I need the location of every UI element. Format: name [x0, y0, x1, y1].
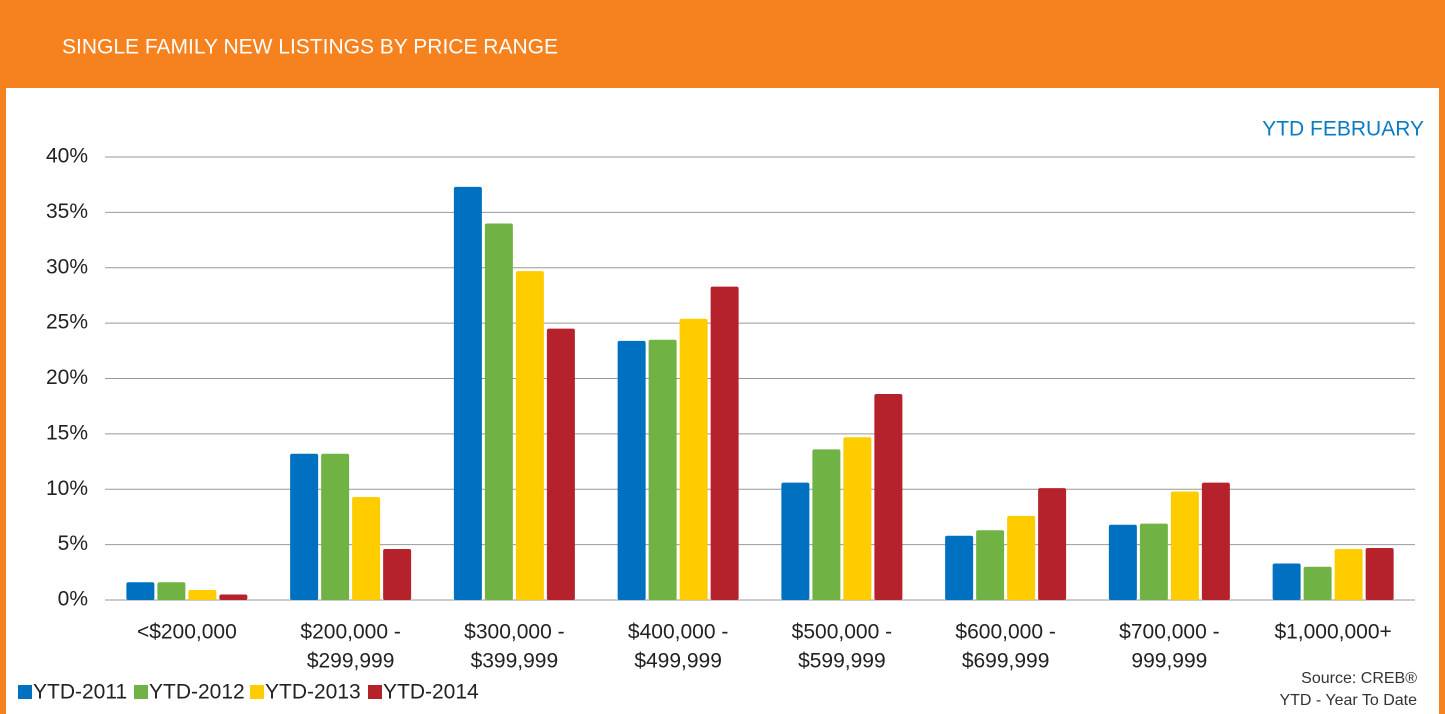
bar: [617, 340, 646, 600]
source-note: YTD - Year To Date: [1279, 692, 1417, 709]
y-tick-label: 15%: [46, 421, 88, 444]
bar: [1201, 482, 1230, 600]
bar: [290, 453, 319, 600]
bar: [679, 318, 708, 600]
x-tick-label: $300,000 -: [464, 621, 564, 644]
y-tick-label: 20%: [46, 366, 88, 389]
legend-label: YTD-2014: [383, 681, 479, 704]
bar: [1038, 488, 1067, 600]
bar: [188, 590, 217, 600]
bar: [515, 271, 544, 600]
bar: [710, 286, 739, 600]
bar: [157, 582, 186, 600]
legend-swatch: [18, 685, 32, 699]
bar: [321, 453, 350, 600]
bar: [1365, 547, 1394, 600]
x-tick-label: <$200,000: [137, 621, 237, 644]
header-bar: [0, 0, 1445, 88]
bar: [1334, 549, 1363, 600]
x-tick-label: $700,000 -: [1119, 621, 1219, 644]
left-border: [0, 0, 6, 714]
legend-swatch: [368, 685, 382, 699]
y-tick-label: 5%: [58, 532, 88, 555]
bar: [453, 186, 482, 600]
legend-label: YTD-2012: [149, 681, 245, 704]
x-tick-label: $500,000 -: [792, 621, 892, 644]
bar: [126, 582, 155, 600]
bar: [1272, 563, 1301, 600]
legend-label: YTD-2013: [265, 681, 361, 704]
x-tick-label: $599,999: [798, 650, 886, 673]
bar: [484, 223, 513, 600]
bar: [648, 339, 677, 600]
x-tick-label: $200,000 -: [300, 621, 400, 644]
source-note: Source: CREB®: [1301, 670, 1417, 687]
x-tick-label: $600,000 -: [955, 621, 1055, 644]
legend-label: YTD-2011: [33, 681, 127, 704]
bar: [1303, 566, 1332, 600]
bar: [812, 449, 841, 600]
x-tick-label: $399,999: [471, 650, 559, 673]
y-tick-label: 30%: [46, 255, 88, 278]
y-tick-label: 0%: [58, 588, 88, 611]
y-tick-label: 40%: [46, 145, 88, 168]
y-tick-label: 10%: [46, 477, 88, 500]
x-tick-label: $1,000,000+: [1274, 621, 1391, 644]
right-border: [1439, 0, 1445, 714]
chart-title: SINGLE FAMILY NEW LISTINGS BY PRICE RANG…: [62, 36, 558, 59]
y-tick-label: 25%: [46, 311, 88, 334]
x-tick-label: $699,999: [962, 650, 1050, 673]
x-tick-label: $499,999: [634, 650, 722, 673]
y-tick-label: 35%: [46, 200, 88, 223]
bar: [945, 535, 974, 600]
bar: [546, 328, 575, 600]
bar: [843, 437, 872, 600]
x-tick-label: $400,000 -: [628, 621, 728, 644]
bar: [1170, 491, 1199, 600]
bar: [352, 497, 381, 600]
chart-subtitle: YTD FEBRUARY: [1262, 118, 1424, 141]
legend-swatch: [250, 685, 264, 699]
bar: [1139, 523, 1168, 600]
legend-swatch: [134, 685, 148, 699]
x-tick-label: $299,999: [307, 650, 395, 673]
bar: [219, 594, 248, 600]
bar: [781, 482, 810, 600]
bar: [874, 394, 903, 600]
bar: [1007, 515, 1036, 600]
bar: [1108, 524, 1137, 600]
bar: [976, 530, 1005, 600]
x-tick-label: 999,999: [1131, 650, 1207, 673]
bar: [383, 549, 412, 600]
